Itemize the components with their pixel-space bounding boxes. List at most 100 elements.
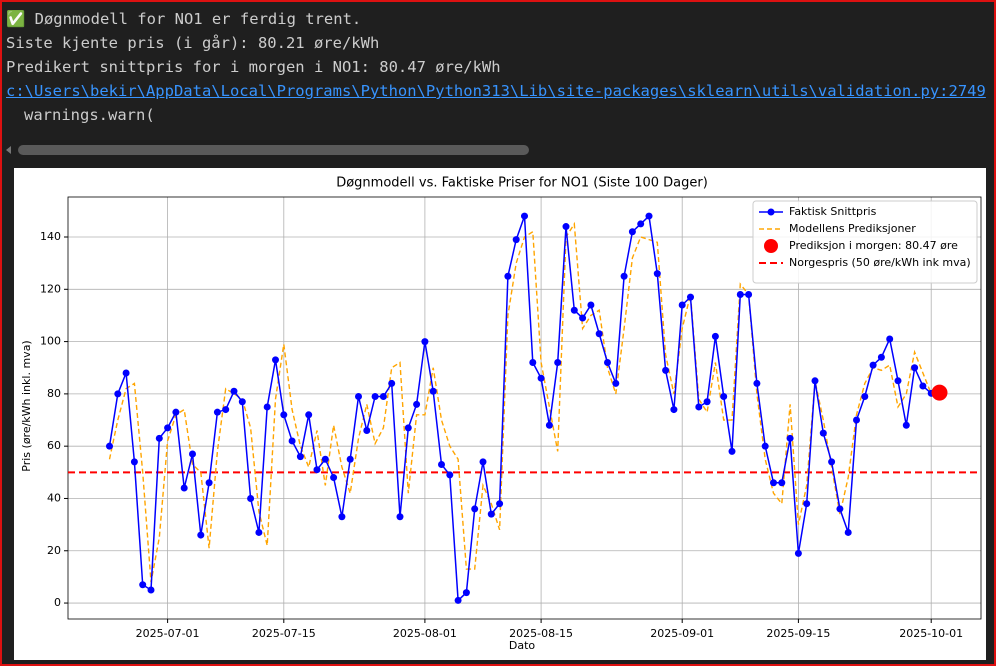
- actual-point: [106, 442, 113, 450]
- actual-point: [130, 458, 138, 466]
- actual-point: [770, 479, 777, 487]
- actual-point: [670, 406, 678, 414]
- file-link[interactable]: c:\Users\bekir\AppData\Local\Programs\Py…: [6, 82, 986, 100]
- actual-point: [529, 359, 537, 367]
- actual-point: [454, 596, 462, 604]
- scrollbar[interactable]: [2, 142, 542, 158]
- x-axis-label: Dato: [509, 639, 536, 652]
- actual-point: [155, 434, 163, 442]
- actual-point: [164, 424, 172, 432]
- x-tick-label: 2025-07-01: [136, 627, 200, 640]
- actual-point: [645, 212, 653, 220]
- actual-point: [687, 293, 694, 301]
- actual-point: [894, 377, 902, 385]
- actual-point: [695, 403, 703, 411]
- actual-point: [421, 338, 429, 346]
- actual-point: [811, 377, 819, 385]
- actual-point: [238, 398, 246, 406]
- actual-point: [545, 421, 553, 429]
- y-tick-label: 100: [40, 335, 61, 348]
- actual-point: [919, 382, 927, 390]
- legend-box: [752, 200, 978, 284]
- actual-line: [108, 214, 932, 603]
- y-axis-label: Pris (øre/kWh inkl. mva): [20, 340, 33, 471]
- actual-point: [861, 392, 869, 400]
- actual-point: [346, 455, 354, 463]
- actual-point: [247, 494, 255, 502]
- actual-point: [313, 466, 321, 474]
- actual-point: [255, 528, 263, 536]
- legend-label: Modellens Prediksjoner: [789, 222, 916, 235]
- x-tick-label: 2025-08-01: [393, 627, 457, 640]
- actual-point: [521, 212, 528, 220]
- actual-point: [487, 510, 495, 518]
- legend-label: Faktisk Snittpris: [789, 205, 877, 218]
- actual-point: [612, 379, 620, 387]
- actual-point: [139, 581, 147, 589]
- actual-point: [786, 434, 794, 442]
- scroll-thumb[interactable]: [18, 145, 529, 155]
- actual-point: [819, 429, 827, 437]
- actual-point: [213, 408, 221, 416]
- actual-point: [595, 330, 603, 338]
- actual-point: [911, 364, 919, 372]
- actual-point: [562, 223, 570, 231]
- x-tick-label: 2025-10-01: [899, 627, 963, 640]
- actual-point: [828, 458, 836, 466]
- actual-point: [537, 374, 545, 382]
- actual-point: [280, 411, 288, 419]
- actual-point: [438, 460, 445, 468]
- actual-point: [205, 479, 213, 487]
- y-tick-label: 80: [47, 387, 61, 400]
- actual-point: [272, 356, 279, 364]
- actual-point: [886, 335, 894, 343]
- actual-point: [637, 220, 645, 228]
- legend-label: Prediksjon i morgen: 80.47 øre: [789, 239, 958, 252]
- x-tick-label: 2025-07-15: [252, 627, 316, 640]
- actual-point: [197, 531, 205, 539]
- actual-point: [479, 458, 487, 466]
- actual-point: [579, 314, 587, 322]
- actual-point: [570, 306, 578, 314]
- legend-label: Norgespris (50 øre/kWh ink mva): [789, 256, 971, 269]
- actual-point: [296, 453, 304, 461]
- actual-point: [504, 272, 512, 280]
- actual-point: [853, 416, 860, 424]
- actual-point: [429, 387, 437, 395]
- actual-point: [902, 421, 910, 429]
- actual-point: [446, 471, 454, 479]
- actual-point: [388, 379, 396, 387]
- actual-point: [803, 500, 811, 508]
- actual-point: [122, 369, 130, 377]
- actual-point: [471, 505, 479, 513]
- x-tick-label: 2025-09-15: [766, 627, 830, 640]
- actual-point: [554, 359, 562, 367]
- forecast-point: [931, 384, 948, 401]
- chart-title: Døgnmodell vs. Faktiske Priser for NO1 (…: [336, 176, 708, 191]
- actual-point: [728, 447, 736, 455]
- actual-point: [620, 272, 628, 280]
- actual-point: [305, 411, 313, 419]
- actual-point: [512, 236, 520, 244]
- actual-point: [288, 437, 296, 445]
- actual-point: [628, 228, 636, 236]
- actual-point: [736, 291, 744, 299]
- actual-point: [413, 400, 421, 408]
- actual-point: [330, 474, 338, 482]
- actual-point: [172, 408, 180, 416]
- console-line: Predikert snittpris for i morgen i NO1: …: [6, 58, 501, 76]
- actual-point: [711, 332, 719, 340]
- actual-point: [147, 586, 155, 594]
- scroll-arrow[interactable]: [6, 146, 11, 154]
- actual-point: [363, 426, 371, 434]
- plot-frame: [67, 196, 982, 620]
- actual-point: [653, 270, 661, 278]
- actual-point: [180, 484, 188, 492]
- x-tick-label: 2025-08-15: [509, 627, 573, 640]
- actual-point: [371, 392, 379, 400]
- actual-point: [404, 424, 412, 432]
- actual-point: [703, 398, 711, 406]
- y-tick-label: 40: [47, 491, 61, 504]
- actual-point: [720, 392, 728, 400]
